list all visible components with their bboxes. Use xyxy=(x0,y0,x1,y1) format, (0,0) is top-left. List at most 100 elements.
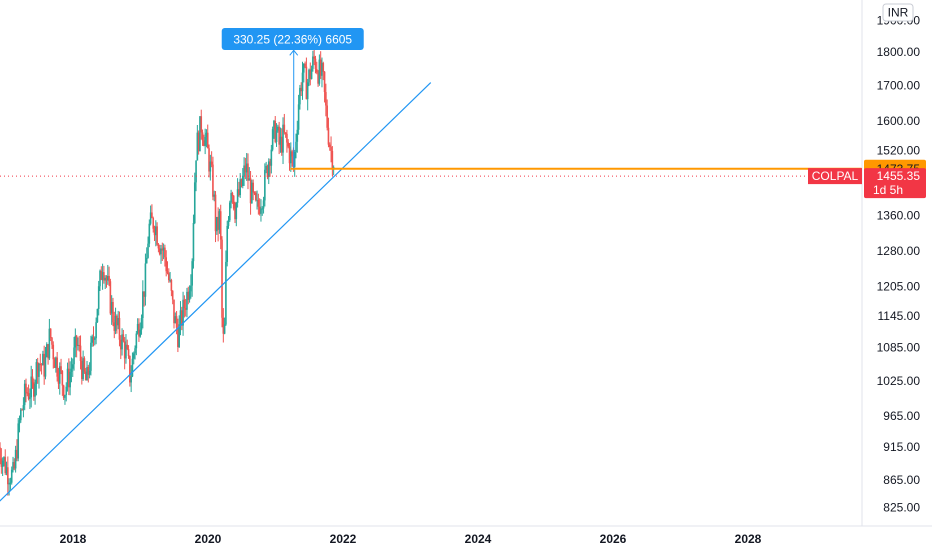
candle-body xyxy=(156,226,158,245)
candle xyxy=(312,50,314,72)
candle-body xyxy=(155,226,157,236)
candle xyxy=(90,335,92,376)
candle-body xyxy=(47,344,49,359)
candle-body xyxy=(5,467,8,474)
candle-body xyxy=(226,225,229,262)
currency-badge[interactable]: INR xyxy=(882,3,914,22)
price-tick-label: 1360.00 xyxy=(877,209,921,223)
candle xyxy=(238,181,240,197)
candle xyxy=(147,236,149,259)
drawings-layer: 330.25 (22.36%) 6605 xyxy=(0,28,862,502)
candle xyxy=(252,179,254,201)
candle-body xyxy=(174,316,177,324)
candle xyxy=(62,384,65,400)
candle xyxy=(287,139,290,149)
candle-body xyxy=(191,261,193,286)
candle-body xyxy=(113,322,116,331)
candle-body xyxy=(53,359,56,368)
candle-body xyxy=(240,179,243,187)
candle-body xyxy=(96,308,99,323)
candle-body xyxy=(195,160,197,183)
candle xyxy=(300,82,303,96)
candle xyxy=(290,142,292,172)
candle-body xyxy=(214,194,217,232)
candle-body xyxy=(45,344,48,358)
candle xyxy=(12,456,14,473)
candle-body xyxy=(142,291,144,319)
candle xyxy=(65,382,68,402)
candle-body xyxy=(305,66,308,100)
candle xyxy=(77,337,79,351)
candle xyxy=(18,415,21,433)
candle-body xyxy=(315,68,318,73)
candle-body xyxy=(293,152,296,167)
candle xyxy=(110,295,113,325)
candle-body xyxy=(114,315,117,331)
candle-body xyxy=(190,285,192,292)
candle xyxy=(175,311,178,335)
candle-body xyxy=(12,462,14,470)
candle xyxy=(302,63,305,83)
candle-body xyxy=(121,334,123,350)
candle xyxy=(201,129,204,146)
candle-body xyxy=(104,277,106,281)
candle xyxy=(7,456,9,496)
time-axis[interactable]: 2018 2020 2022 2024 2026 2028 xyxy=(60,532,762,546)
candle-body xyxy=(234,208,236,220)
candle xyxy=(217,207,219,242)
candle-body xyxy=(241,175,244,187)
candle xyxy=(5,461,8,476)
candle-body xyxy=(199,116,201,152)
candle xyxy=(143,291,145,307)
candle-body xyxy=(75,335,78,346)
candle xyxy=(310,65,313,80)
time-tick-label: 2020 xyxy=(195,532,222,546)
candle-body xyxy=(84,371,87,381)
candle xyxy=(60,358,62,375)
candle-body xyxy=(256,199,258,201)
candle-body xyxy=(317,72,319,84)
candle-body xyxy=(309,69,312,79)
candle xyxy=(87,364,90,383)
candle-body xyxy=(180,310,183,326)
candle xyxy=(313,48,315,66)
candle-body xyxy=(73,347,75,365)
candle xyxy=(278,121,280,155)
candle xyxy=(61,370,64,396)
candle xyxy=(82,350,84,381)
candle xyxy=(104,275,106,290)
currency-label: INR xyxy=(888,6,909,20)
candle-body xyxy=(140,318,143,330)
candle-body xyxy=(116,315,118,326)
candle xyxy=(216,216,218,235)
candle xyxy=(66,362,69,392)
candle-body xyxy=(90,342,92,371)
candle-body xyxy=(125,344,127,359)
candle xyxy=(57,367,60,389)
candle xyxy=(269,158,271,177)
price-axis[interactable]: 1900.001800.001700.001600.001520.001360.… xyxy=(877,13,921,514)
candle-body xyxy=(38,363,40,377)
candle xyxy=(190,274,192,299)
candle xyxy=(129,355,131,387)
candle xyxy=(91,334,94,347)
symbol-text: COLPAL xyxy=(812,169,859,183)
candle-body xyxy=(266,165,269,178)
candle-body xyxy=(145,257,148,264)
candle xyxy=(161,242,164,262)
candle xyxy=(206,124,209,149)
candle xyxy=(173,299,175,329)
candle-body xyxy=(166,271,169,274)
candle-body xyxy=(109,281,112,314)
candle-body xyxy=(110,302,113,314)
candle xyxy=(112,297,114,327)
candle xyxy=(36,357,39,384)
candle-body xyxy=(203,140,205,146)
candle-body xyxy=(153,228,156,236)
candle xyxy=(114,307,117,335)
candle-body xyxy=(251,182,253,204)
candle-body xyxy=(123,341,126,359)
candle-body xyxy=(283,124,286,133)
